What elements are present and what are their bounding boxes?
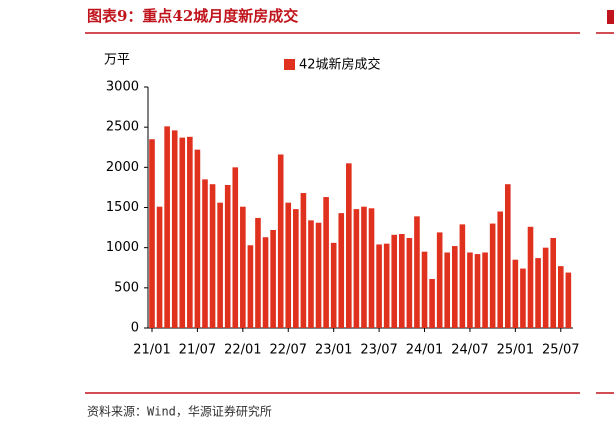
bar: [330, 242, 337, 328]
x-tick-label: 23/07: [360, 343, 397, 358]
bar: [209, 184, 216, 328]
bar: [255, 217, 261, 328]
figure-title: 图表9：重点42城月度新房成交: [87, 7, 298, 25]
bar: [406, 238, 413, 328]
bar: [368, 208, 375, 328]
bar: [512, 259, 519, 328]
x-tick-label: 21/07: [179, 343, 216, 358]
bar: [474, 254, 481, 328]
x-tick-label: 23/01: [315, 343, 352, 358]
bar: [346, 163, 352, 328]
x-tick-label: 24/01: [406, 343, 443, 358]
y-tick-label: 0: [131, 321, 139, 336]
bar: [542, 247, 549, 328]
x-tick-label: 24/07: [451, 343, 488, 358]
bar: [391, 234, 398, 328]
bar: [187, 136, 193, 328]
bar: [293, 209, 299, 328]
bar: [300, 193, 307, 328]
x-tick-label: 25/07: [542, 343, 579, 358]
bar: [202, 179, 208, 328]
y-tick-label: 500: [114, 280, 139, 295]
neighbor-panel: [607, 10, 614, 24]
bar: [156, 206, 163, 328]
bar: [270, 229, 276, 328]
bar: [489, 223, 496, 328]
x-tick-label: 22/01: [224, 343, 261, 358]
bar: [436, 232, 443, 328]
bar: [429, 278, 435, 328]
bar: [315, 222, 322, 328]
bar: [527, 226, 534, 328]
x-tick-label: 25/01: [497, 343, 534, 358]
bar: [565, 272, 572, 328]
bar: [557, 266, 564, 328]
bar: [308, 220, 314, 328]
bar: [338, 213, 345, 328]
x-tick-label: 22/07: [270, 343, 307, 358]
bar: [414, 216, 420, 328]
bar: [149, 139, 155, 328]
bar: [262, 237, 269, 328]
bar: [240, 206, 246, 328]
bar: [399, 234, 405, 328]
bar: [520, 268, 526, 328]
bar: [217, 202, 223, 328]
bar: [285, 202, 292, 328]
bar: [535, 258, 541, 328]
bar: [550, 238, 557, 328]
bar: [459, 224, 466, 328]
bar: [361, 206, 367, 328]
y-tick-label: 3000: [106, 80, 139, 95]
bar: [164, 126, 170, 328]
bar: [376, 244, 382, 328]
y-tick-label: 2000: [106, 160, 139, 175]
legend-swatch: [284, 59, 295, 70]
bar: [383, 243, 390, 328]
bar: [482, 252, 488, 328]
bar: [467, 252, 473, 328]
bar: [171, 130, 178, 328]
legend-label: 42城新房成交: [299, 57, 381, 73]
bar: [504, 184, 511, 328]
bar: [179, 137, 186, 328]
source-note: 资料来源：Wind，华源证券研究所: [87, 404, 272, 419]
y-unit: 万平: [104, 53, 130, 68]
bar: [353, 209, 360, 328]
bar: [497, 211, 504, 328]
bar: [421, 251, 428, 328]
bar: [247, 245, 254, 328]
bar: [277, 154, 284, 328]
bar: [232, 167, 239, 328]
bar: [224, 185, 231, 328]
x-tick-label: 21/01: [133, 343, 170, 358]
y-tick-label: 1000: [106, 240, 139, 255]
y-tick-label: 2500: [106, 120, 139, 135]
y-tick-label: 1500: [106, 200, 139, 215]
bar: [452, 246, 458, 328]
bar: [444, 252, 451, 328]
bar: [194, 149, 201, 328]
bar: [323, 197, 329, 328]
